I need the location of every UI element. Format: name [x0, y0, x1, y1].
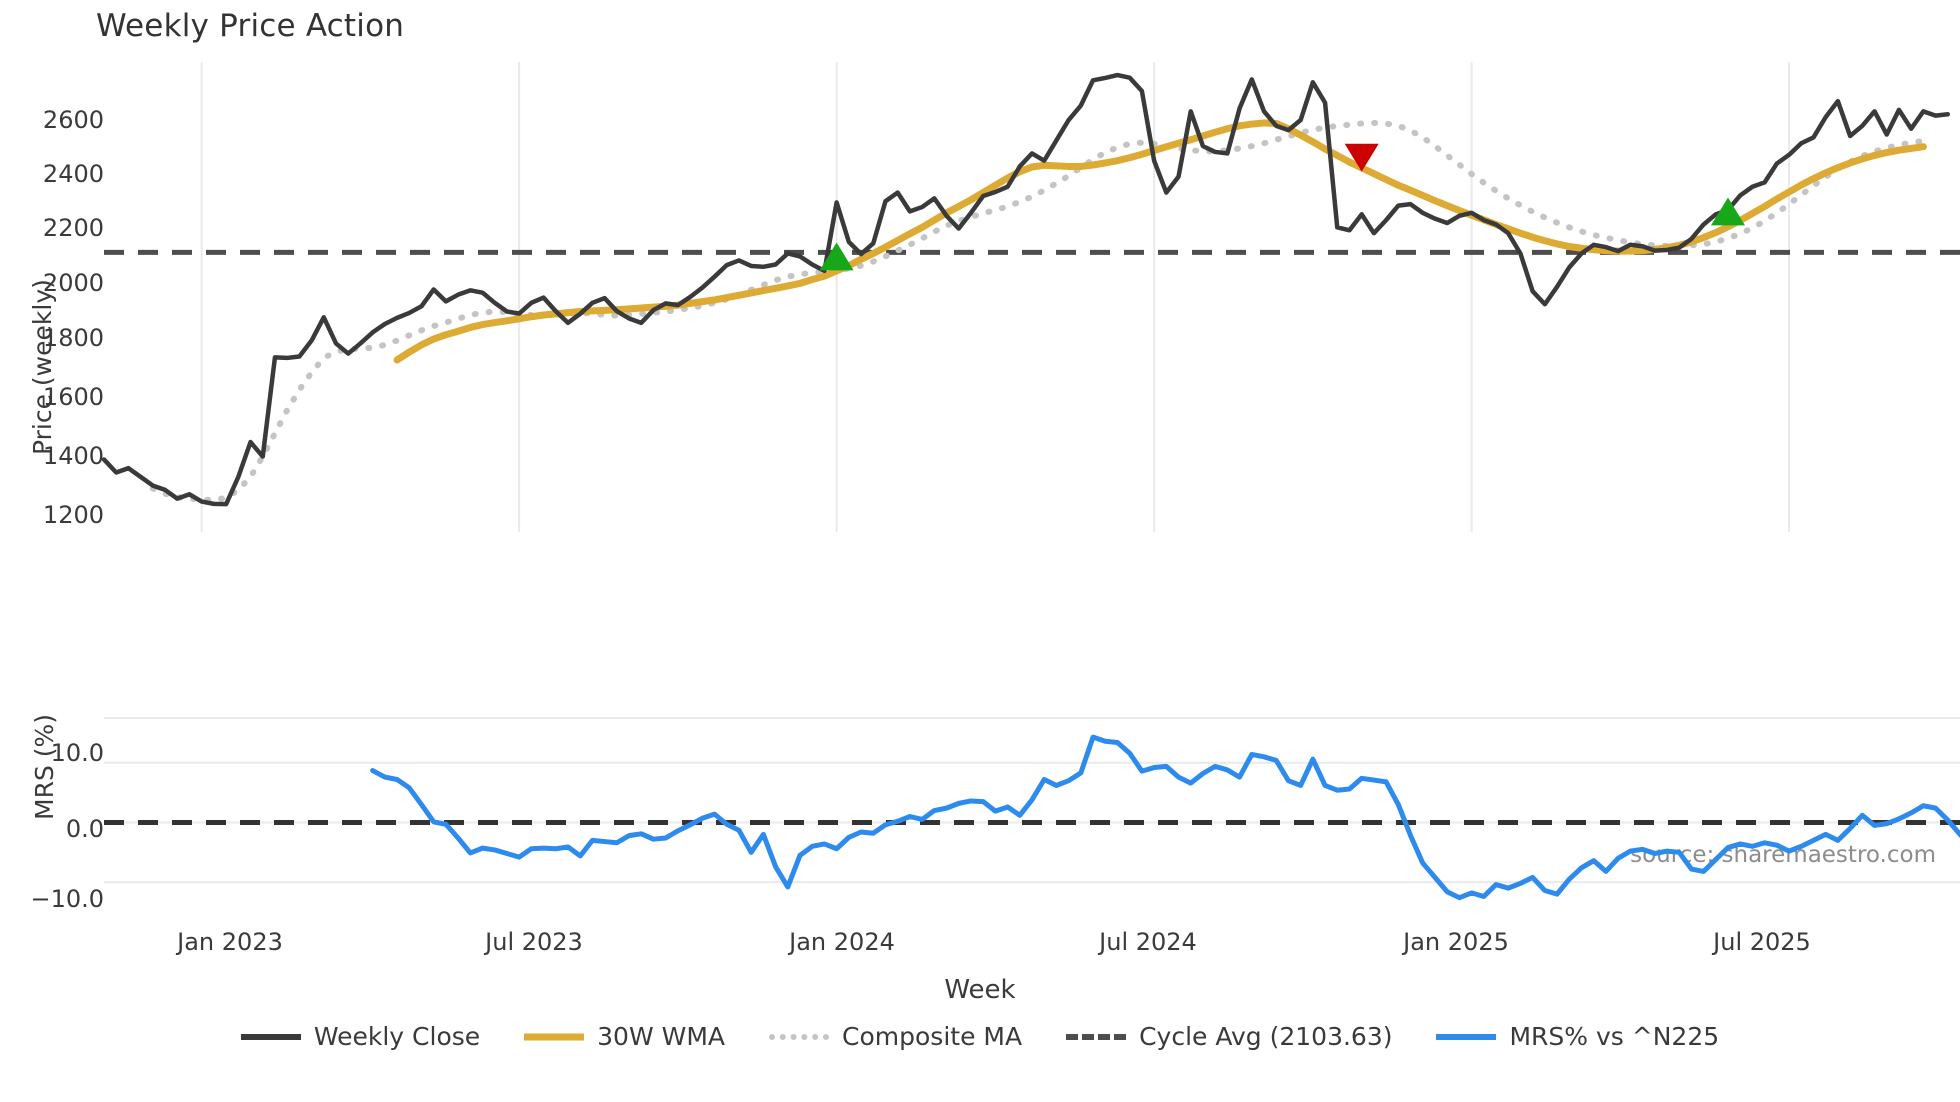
reference-lines	[104, 249, 1960, 825]
price-ytick-1600: 1600	[42, 383, 104, 411]
price-panel-grid	[200, 62, 1791, 532]
x-axis-label: Week	[944, 975, 1016, 1005]
price-ytick-1400: 1400	[42, 442, 104, 470]
mrs-ytick-0: 0.0	[65, 815, 104, 843]
xtick-jan-2023: Jan 2023	[177, 928, 283, 956]
xtick-jul-2024: Jul 2024	[1099, 928, 1197, 956]
source-watermark: source: sharemaestro.com	[1630, 842, 1936, 868]
xtick-jul-2023: Jul 2023	[485, 928, 583, 956]
mrs-ytick-neg10: −10.0	[30, 885, 104, 913]
xtick-jan-2024: Jan 2024	[789, 928, 895, 956]
price-ytick-2200: 2200	[42, 214, 104, 242]
legend-label: Weekly Close	[313, 1022, 481, 1051]
legend-item-cycle-avg[interactable]: Cycle Avg (2103.63)	[1066, 1022, 1392, 1051]
legend-label: Composite MA	[842, 1022, 1023, 1051]
series-30w-wma	[393, 119, 1927, 364]
legend-label: Cycle Avg (2103.63)	[1139, 1022, 1393, 1051]
signal-markers	[819, 143, 1745, 271]
dashed-line-swatch-icon	[1066, 1027, 1127, 1047]
legend-item-weekly-close[interactable]: Weekly Close	[240, 1022, 481, 1051]
series-mrs	[370, 734, 1960, 901]
price-ytick-2000: 2000	[42, 269, 104, 297]
price-ytick-2600: 2600	[42, 106, 104, 134]
chart-title: Weekly Price Action	[96, 8, 405, 44]
series-composite-ma	[149, 119, 1927, 504]
price-ytick-1800: 1800	[42, 324, 104, 352]
line-swatch-icon	[1436, 1027, 1497, 1047]
xtick-jan-2025: Jan 2025	[1403, 928, 1509, 956]
line-swatch-icon	[524, 1027, 585, 1047]
legend-item-mrs[interactable]: MRS% vs ^N225	[1436, 1022, 1719, 1051]
price-ytick-2400: 2400	[42, 160, 104, 188]
xtick-jul-2025: Jul 2025	[1713, 928, 1811, 956]
legend-label: MRS% vs ^N225	[1509, 1022, 1720, 1051]
line-swatch-icon	[240, 1027, 301, 1047]
mrs-ytick-10: 10.0	[50, 739, 104, 767]
price-axis-label: Price (weekly)	[28, 279, 57, 455]
series-weekly-close	[101, 72, 1951, 507]
legend-item-composite-ma[interactable]: Composite MA	[769, 1022, 1022, 1051]
dotted-line-swatch-icon	[769, 1027, 830, 1047]
chart-legend: Weekly Close 30W WMA Composite MA Cycle …	[0, 1022, 1960, 1051]
price-ytick-1200: 1200	[42, 501, 104, 529]
legend-label: 30W WMA	[597, 1022, 726, 1051]
legend-item-30w-wma[interactable]: 30W WMA	[524, 1022, 725, 1051]
